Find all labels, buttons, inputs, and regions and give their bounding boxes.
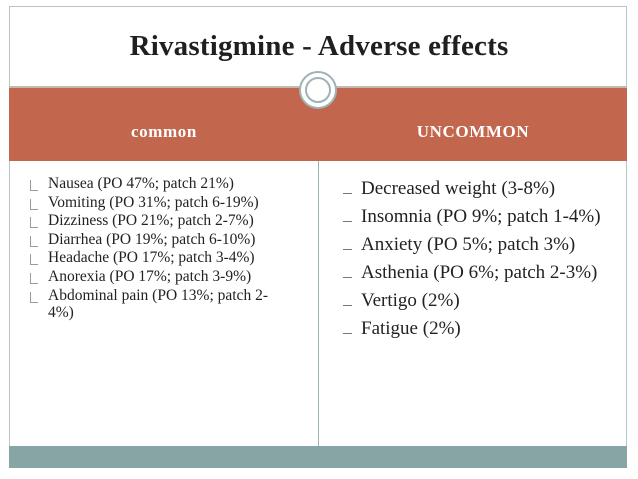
list-item: Vomiting (PO 31%; patch 6-19%) <box>28 194 288 211</box>
bullet-icon <box>30 254 38 266</box>
common-effects-list: Nausea (PO 47%; patch 21%) Vomiting (PO … <box>28 175 288 323</box>
list-item: Vertigo (2%) <box>342 290 617 312</box>
list-item-text: Asthenia (PO 6%; patch 2-3%) <box>361 262 598 283</box>
common-column-header: common <box>131 122 197 141</box>
list-item: Decreased weight (3-8%) <box>342 178 617 200</box>
list-item-text: Nausea (PO 47%; patch 21%) <box>48 175 234 192</box>
list-item: Anxiety (PO 5%; patch 3%) <box>342 234 617 256</box>
bullet-icon <box>30 291 38 303</box>
dash-bullet-icon <box>343 305 352 306</box>
list-item-text: Anxiety (PO 5%; patch 3%) <box>361 234 576 255</box>
list-item: Fatigue (2%) <box>342 318 617 340</box>
list-item-text: Insomnia (PO 9%; patch 1-4%) <box>361 206 601 227</box>
list-item-text: Diarrhea (PO 19%; patch 6-10%) <box>48 230 256 248</box>
list-item: Abdominal pain (PO 13%; patch 2-4%) <box>28 287 288 322</box>
list-item: Headache (PO 17%; patch 3-4%) <box>28 249 288 266</box>
list-item: Insomnia (PO 9%; patch 1-4%) <box>342 206 617 228</box>
slide-title: Rivastigmine - Adverse effects <box>129 30 509 62</box>
circle-ornament-icon <box>299 71 337 109</box>
dash-bullet-icon <box>343 193 352 194</box>
bullet-icon <box>30 217 38 229</box>
list-item-text: Anorexia (PO 17%; patch 3-9%) <box>48 267 252 285</box>
list-item-text: Abdominal pain (PO 13%; patch 2-4%) <box>48 286 268 321</box>
list-item-text: Vomiting (PO 31%; patch 6-19%) <box>48 193 259 211</box>
bullet-icon <box>30 198 38 210</box>
bullet-icon <box>30 272 38 284</box>
list-item-text: Fatigue (2%) <box>361 318 461 339</box>
dash-bullet-icon <box>343 221 352 222</box>
uncommon-effects-list: Decreased weight (3-8%) Insomnia (PO 9%;… <box>342 178 617 346</box>
list-item: Asthenia (PO 6%; patch 2-3%) <box>342 262 617 284</box>
list-item: Diarrhea (PO 19%; patch 6-10%) <box>28 231 288 248</box>
bullet-icon <box>30 235 38 247</box>
list-item-text: Decreased weight (3-8%) <box>361 178 556 199</box>
list-item: Nausea (PO 47%; patch 21%) <box>28 175 288 192</box>
list-item-text: Headache (PO 17%; patch 3-4%) <box>48 249 255 267</box>
column-separator <box>318 161 319 446</box>
bullet-icon <box>30 180 38 191</box>
list-item: Anorexia (PO 17%; patch 3-9%) <box>28 268 288 285</box>
dash-bullet-icon <box>343 333 352 334</box>
uncommon-column-header: UNCOMMON <box>416 122 530 141</box>
dash-bullet-icon <box>343 277 352 278</box>
list-item-text: Dizziness (PO 21%; patch 2-7%) <box>48 212 254 230</box>
list-item-text: Vertigo (2%) <box>361 290 460 311</box>
dash-bullet-icon <box>343 249 352 250</box>
footer-band <box>9 446 627 468</box>
list-item: Dizziness (PO 21%; patch 2-7%) <box>28 212 288 229</box>
